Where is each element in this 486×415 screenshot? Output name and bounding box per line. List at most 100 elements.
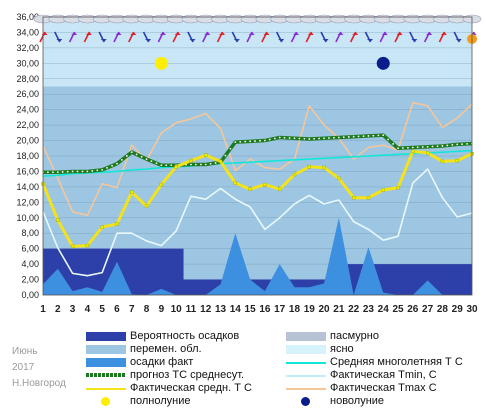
x-tick-label: 10 — [171, 304, 183, 315]
forecast-dot — [416, 146, 419, 149]
forecast-dot — [66, 170, 69, 173]
x-tick-label: 30 — [466, 304, 478, 315]
wind-arrow-head-icon — [100, 39, 107, 42]
forecast-dot — [234, 141, 237, 144]
legend-swatch — [286, 375, 326, 377]
forecast-dot — [249, 140, 252, 143]
legend-label: Фактическая Tmin, C — [330, 369, 437, 381]
y-tick-label: 16,00 — [16, 166, 39, 176]
forecast-dot — [61, 171, 64, 173]
tmean-point — [411, 149, 415, 154]
wind-arrow-head-icon — [145, 39, 152, 42]
wind-arrow-head-icon — [204, 32, 211, 35]
series-precip-actual — [43, 217, 472, 295]
x-tick-label: 1 — [40, 304, 46, 315]
x-tick-label: 28 — [437, 304, 449, 315]
y-tick-label: 10,00 — [16, 213, 39, 223]
legend-label: полнолуние — [130, 395, 191, 407]
wind-arrow-head-icon — [115, 32, 122, 35]
forecast-dot — [421, 146, 424, 148]
forecast-dot — [456, 143, 459, 146]
wind-arrow-head-icon — [71, 32, 78, 35]
x-tick-label: 27 — [422, 304, 434, 315]
forecast-dot — [397, 147, 399, 150]
forecast-dot — [407, 146, 409, 149]
legend-swatch — [101, 397, 110, 406]
forecast-dot — [190, 163, 192, 166]
y-tick-label: 24,00 — [16, 105, 39, 115]
series-tmax — [42, 101, 473, 217]
forecast-dot — [382, 134, 385, 137]
wind-arrow-head-icon — [322, 39, 329, 42]
y-tick-label: 0,00 — [21, 290, 39, 300]
legend-label: осадки факт — [130, 356, 194, 368]
forecast-dot — [130, 151, 133, 154]
series-longterm-mean — [42, 149, 473, 177]
tmean-point — [70, 244, 75, 249]
wind-arrow-head-icon — [263, 32, 270, 35]
x-tick-label: 6 — [114, 304, 120, 315]
forecast-dot — [293, 137, 296, 140]
forecast-dot — [140, 155, 143, 158]
forecast-dot — [52, 171, 54, 174]
x-tick-label: 11 — [186, 304, 197, 315]
x-tick-label: 15 — [245, 304, 257, 315]
forecast-dot — [387, 138, 390, 141]
x-tick-label: 12 — [200, 304, 212, 315]
y-tick-label: 18,00 — [16, 151, 39, 161]
legend-label: новолуние — [330, 395, 385, 407]
legend-label: Вероятность осадков — [130, 330, 240, 342]
wind-arrow-head-icon — [396, 32, 403, 35]
forecast-dot — [239, 140, 242, 143]
x-tick-label: 2 — [55, 304, 61, 315]
y-tick-label: 2,00 — [21, 275, 39, 285]
legend-label: Фактическая Tmax C — [330, 382, 437, 394]
forecast-dot — [313, 137, 316, 140]
forecast-dot — [461, 143, 463, 146]
forecast-dot — [165, 164, 168, 167]
forecast-dot — [367, 135, 370, 137]
tmean-point — [100, 225, 104, 229]
wind-arrow-head-icon — [219, 32, 226, 35]
tmean-point — [248, 187, 252, 191]
forecast-dot — [135, 153, 138, 156]
x-tick-label: 20 — [319, 304, 331, 315]
tmean-point — [381, 188, 385, 192]
legend-swatch — [86, 388, 126, 390]
tmean-point — [351, 195, 356, 200]
y-tick-label: 32,00 — [16, 43, 39, 53]
y-tick-label: 30,00 — [16, 58, 39, 68]
forecast-dot — [431, 145, 434, 148]
forecast-dot — [254, 140, 256, 142]
forecast-dot — [76, 170, 79, 173]
tmean-point — [292, 172, 297, 177]
forecast-dot — [150, 160, 153, 163]
y-tick-label: 34,00 — [16, 27, 39, 37]
year-label: 2017 — [12, 362, 35, 373]
legend-label: пасмурно — [330, 330, 379, 342]
forecast-dot — [81, 170, 84, 173]
series-tmean — [41, 149, 473, 248]
legend-label: Средняя многолетняя Т С — [330, 356, 463, 368]
x-tick-label: 13 — [215, 304, 227, 315]
forecast-dot — [298, 137, 301, 140]
tmean-point — [218, 159, 223, 164]
forecast-dot — [56, 171, 59, 174]
city-label: Н.Новгород — [12, 378, 66, 389]
forecast-dot — [328, 137, 330, 139]
tmean-point — [425, 151, 430, 155]
legend-swatch — [286, 345, 326, 354]
forecast-dot — [288, 137, 291, 139]
forecast-dot — [125, 155, 128, 157]
wind-arrow-head-icon — [233, 39, 240, 42]
forecast-dot — [377, 134, 380, 137]
tmean-point — [144, 204, 149, 208]
forecast-dot — [199, 163, 202, 166]
wind-arrow-head-icon — [381, 32, 388, 35]
x-tick-label: 16 — [259, 304, 271, 315]
tmean-point — [366, 195, 371, 200]
forecast-dot — [441, 145, 444, 147]
wind-arrow-head-icon — [307, 32, 314, 35]
forecast-dot — [101, 169, 104, 171]
y-tick-label: 36,00 — [16, 12, 39, 22]
